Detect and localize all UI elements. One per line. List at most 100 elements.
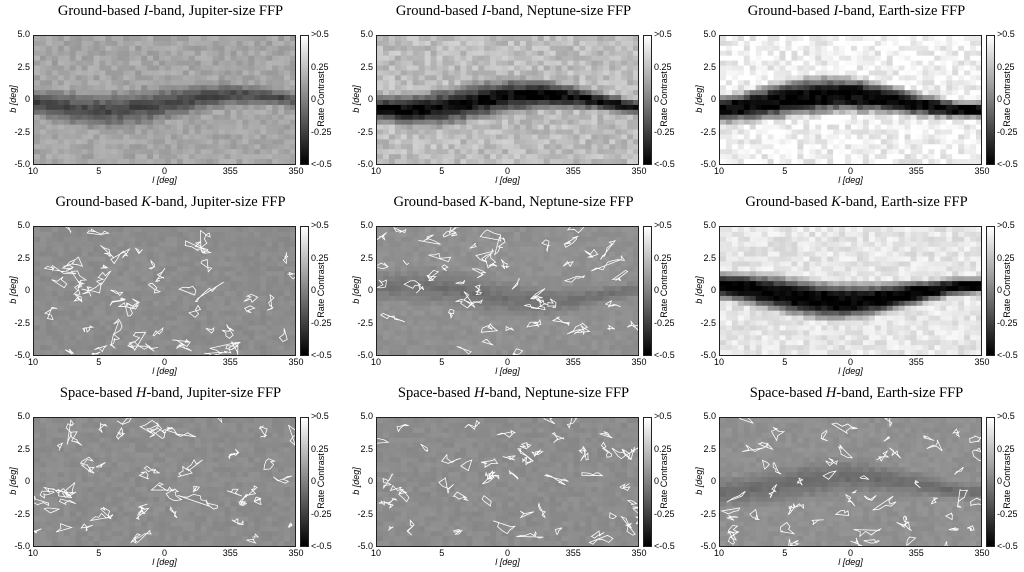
x-tick-label: 10 [713,166,724,176]
heatmap-cell [242,241,249,248]
heatmap-cell [880,100,888,106]
heatmap-cell [567,114,574,121]
heatmap-cell [609,100,616,106]
heatmap-cell [815,114,822,121]
heatmap-cell [105,114,112,121]
heatmap-cell [561,139,569,145]
heatmap-cell [51,340,59,346]
heatmap-cell [922,45,929,52]
heatmap-cell [147,325,154,331]
heatmap-cell [731,85,739,91]
heatmap-cell [382,236,390,243]
heatmap-cell [248,295,255,302]
heatmap-cell [230,286,237,292]
heatmap-cell [839,65,846,71]
heatmap-cell [254,330,261,336]
heatmap-cell [460,231,467,238]
heatmap-cell [224,295,231,302]
heatmap-cell [69,134,77,140]
heatmap-cell [448,109,455,116]
heatmap-cell [448,129,455,135]
heatmap-cell [591,85,598,91]
heatmap-cell [880,45,888,52]
heatmap-cell [615,159,622,164]
heatmap-cell [57,315,65,322]
heatmap-cell [585,129,592,135]
heatmap-cell [248,109,255,116]
heatmap-cell [424,40,432,47]
heatmap-cell [940,80,947,86]
heatmap-cell [478,139,485,145]
heatmap-cell [531,36,539,42]
heatmap-cell [627,124,634,131]
heatmap-cell [862,114,870,121]
heatmap-cell [430,124,438,131]
heatmap-cell [224,100,231,106]
heatmap-cell [290,40,295,47]
heatmap-cell [159,90,166,96]
heatmap-cell [242,286,249,292]
heatmap-cell [99,286,106,292]
heatmap-cell [230,291,237,297]
heatmap-cell [507,50,515,57]
heatmap-cell [442,139,449,145]
heatmap-cell [159,60,166,67]
heatmap-cell [856,65,864,71]
heatmap-cell [460,80,467,86]
heatmap-cell [218,119,226,126]
heatmap-cell [627,129,634,135]
heatmap-cell [952,100,959,106]
heatmap-cell [182,227,190,233]
heatmap-cell [922,36,929,42]
heatmap-cell [880,129,888,135]
heatmap-cell [236,65,243,71]
heatmap-cell [490,129,497,135]
heatmap-cell [39,36,47,42]
heatmap-cell [525,85,533,91]
heatmap-cell [525,227,533,233]
heatmap-cell [206,241,214,248]
heatmap-cell [821,85,828,91]
heatmap-cell [194,95,202,101]
heatmap-cell [513,124,521,131]
heatmap-cell [170,36,178,42]
x-tick-label: 355 [908,166,924,176]
heatmap-cell [573,134,580,140]
heatmap-cell [212,345,220,351]
x-tick-label: 355 [222,166,238,176]
heatmap-cell [290,276,295,282]
heatmap-cell [212,256,220,262]
heatmap-cell [743,109,751,116]
heatmap-cell [513,149,521,155]
heatmap-cell [236,281,243,287]
heatmap-cell [856,85,864,91]
heatmap-cell [105,149,112,155]
heatmap-cell [388,60,396,67]
heatmap-cell [200,139,208,145]
heatmap-cell [57,291,65,297]
heatmap-cell [507,124,515,131]
heatmap-cell [164,300,172,307]
heatmap-cell [621,119,628,126]
heatmap-cell [242,45,249,52]
heatmap-cell [248,95,255,101]
heatmap-cell [555,104,563,111]
heatmap-cell [952,65,959,71]
heatmap-cell [970,134,977,140]
heatmap-cell [147,300,154,307]
heatmap-cell [502,109,509,116]
heatmap-cell [272,85,279,91]
heatmap-cell [519,75,527,81]
heatmap-cell [976,90,981,96]
heatmap-cell [490,139,497,145]
heatmap-cell [230,281,237,287]
heatmap-cell [200,109,208,116]
heatmap-cell [141,104,148,111]
heatmap-cell [880,55,888,62]
heatmap-cell [406,75,414,81]
heatmap-cell [952,139,959,145]
heatmap-cell [266,281,273,287]
heatmap-cell [940,129,947,135]
heatmap-cell [436,95,443,101]
heatmap-cell [466,246,473,253]
